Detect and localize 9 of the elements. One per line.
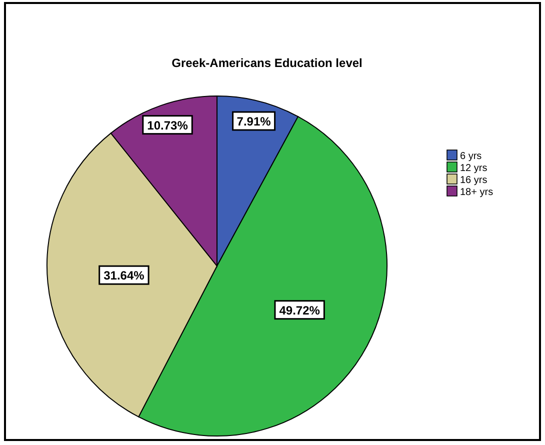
data-label: 10.73%: [147, 118, 188, 132]
legend-label: 16 yrs: [460, 175, 488, 186]
chart-title: Greek-Americans Education level: [172, 56, 362, 70]
legend-label: 12 yrs: [460, 163, 488, 174]
legend-label: 6 yrs: [460, 151, 482, 162]
data-label: 49.72%: [279, 303, 320, 318]
legend-label: 18+ yrs: [460, 187, 494, 198]
data-label: 31.64%: [104, 268, 145, 283]
data-label: 7.91%: [236, 114, 272, 128]
